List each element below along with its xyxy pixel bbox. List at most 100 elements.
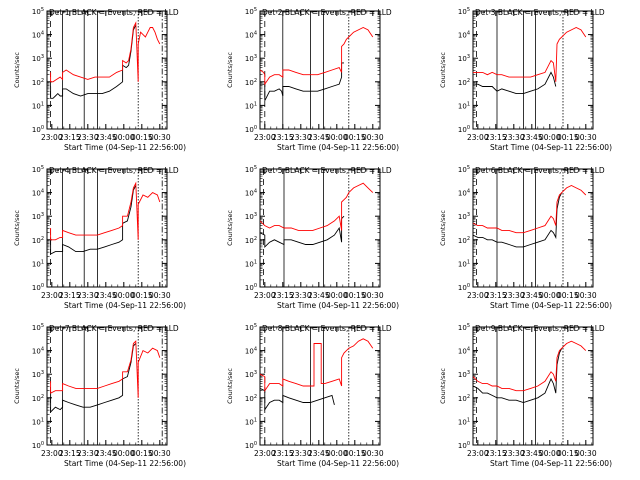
y-tick-label: 102: [32, 394, 44, 403]
series-lld-line: [260, 182, 374, 231]
y-tick-label: 104: [32, 31, 44, 40]
y-tick-label: 103: [458, 54, 470, 63]
x-tick-label: 00:00: [539, 291, 561, 300]
x-tick-label: 23:15: [272, 133, 294, 142]
x-tick-label: 23:45: [95, 133, 117, 142]
x-tick-label: 23:15: [485, 133, 507, 142]
panel-det-6: 10010110210310410523:0023:1523:3023:4500…: [439, 165, 612, 310]
y-tick-exponent: 5: [41, 323, 44, 329]
x-tick-label: 00:15: [344, 449, 366, 458]
x-tick-label: 23:15: [485, 449, 507, 458]
y-tick-exponent: 4: [254, 347, 257, 353]
x-axis-label: Start Time (04-Sep-11 22:56:00): [64, 143, 186, 152]
plot-frame: [46, 10, 168, 130]
x-tick-label: 00:30: [575, 133, 597, 142]
x-tick-label: 00:30: [362, 449, 384, 458]
y-tick-exponent: 4: [467, 347, 470, 353]
y-tick-exponent: 2: [254, 78, 257, 84]
y-axis-label: Counts/sec: [226, 368, 234, 404]
x-tick-label: 00:15: [344, 291, 366, 300]
y-tick-exponent: 1: [41, 101, 44, 107]
plot-frame: [259, 168, 381, 288]
y-tick-label: 101: [245, 101, 257, 110]
y-tick-label: 102: [458, 78, 470, 87]
y-tick-exponent: 0: [467, 441, 470, 447]
series-lld-line: [50, 181, 161, 241]
y-tick-label: 105: [32, 323, 44, 332]
x-tick-label: 00:15: [131, 291, 153, 300]
panel-title: Det 9 BLACK = Events, RED = LLD: [475, 324, 605, 333]
x-tick-label: 00:00: [113, 449, 135, 458]
x-tick-label: 23:45: [308, 449, 330, 458]
series-lld-line: [473, 340, 587, 392]
x-tick-label: 23:00: [254, 449, 276, 458]
y-tick-exponent: 5: [41, 165, 44, 171]
x-tick-label: 23:00: [254, 133, 276, 142]
x-tick-label: 23:00: [41, 291, 63, 300]
y-tick-exponent: 4: [41, 347, 44, 353]
x-tick-label: 23:15: [59, 449, 81, 458]
y-tick-label: 102: [245, 394, 257, 403]
y-tick-exponent: 1: [254, 101, 257, 107]
y-tick-exponent: 3: [254, 370, 257, 376]
y-axis-label: Counts/sec: [439, 368, 447, 404]
x-tick-label: 23:45: [521, 291, 543, 300]
y-tick-label: 103: [245, 54, 257, 63]
y-tick-label: 101: [458, 417, 470, 426]
panel-det-3: 10010110210310410523:0023:1523:3023:4500…: [439, 7, 612, 152]
x-tick-label: 00:00: [326, 449, 348, 458]
x-tick-label: 23:00: [467, 133, 489, 142]
series-lld-line: [260, 338, 374, 393]
y-tick-exponent: 4: [254, 31, 257, 37]
x-tick-label: 00:30: [362, 291, 384, 300]
x-axis-label: Start Time (04-Sep-11 22:56:00): [64, 301, 186, 310]
y-tick-label: 105: [32, 165, 44, 174]
y-tick-label: 102: [245, 236, 257, 245]
y-tick-exponent: 5: [467, 7, 470, 13]
y-tick-label: 100: [245, 441, 257, 450]
panel-det-8: 10010110210310410523:0023:1523:3023:4500…: [226, 323, 399, 468]
x-tick-label: 00:30: [575, 291, 597, 300]
y-tick-exponent: 2: [41, 236, 44, 242]
x-tick-label: 23:00: [41, 133, 63, 142]
panel-title: Det 7 BLACK = Events, RED = LLD: [49, 324, 179, 333]
y-tick-exponent: 4: [41, 189, 44, 195]
y-tick-exponent: 1: [41, 417, 44, 423]
series-events-line: [473, 347, 563, 403]
x-tick-label: 00:00: [326, 133, 348, 142]
y-tick-label: 102: [32, 236, 44, 245]
x-tick-label: 00:30: [149, 291, 171, 300]
y-tick-label: 101: [458, 101, 470, 110]
y-tick-exponent: 2: [41, 78, 44, 84]
y-tick-exponent: 2: [467, 78, 470, 84]
panel-title: Det 5 BLACK = Events, RED = LLD: [262, 166, 392, 175]
x-tick-label: 23:30: [77, 133, 99, 142]
y-tick-label: 100: [32, 283, 44, 292]
x-tick-label: 23:30: [503, 133, 525, 142]
x-tick-label: 00:00: [539, 133, 561, 142]
y-tick-exponent: 3: [467, 370, 470, 376]
y-tick-label: 102: [245, 78, 257, 87]
y-tick-label: 100: [245, 125, 257, 134]
x-tick-label: 00:15: [557, 291, 579, 300]
y-tick-label: 100: [458, 283, 470, 292]
x-tick-label: 23:00: [467, 291, 489, 300]
y-tick-label: 103: [32, 370, 44, 379]
series-events-line: [473, 71, 557, 95]
y-tick-label: 102: [458, 236, 470, 245]
x-tick-label: 23:30: [503, 291, 525, 300]
y-tick-label: 105: [245, 7, 257, 16]
y-tick-exponent: 0: [41, 441, 44, 447]
panel-det-9: 10010110210310410523:0023:1523:3023:4500…: [439, 323, 612, 468]
series-events-line: [50, 185, 137, 255]
x-axis-label: Start Time (04-Sep-11 22:56:00): [277, 301, 399, 310]
y-tick-exponent: 1: [41, 259, 44, 265]
x-tick-label: 23:00: [467, 449, 489, 458]
y-tick-label: 100: [32, 441, 44, 450]
y-tick-label: 103: [458, 212, 470, 221]
x-tick-label: 00:15: [557, 449, 579, 458]
x-tick-label: 23:45: [521, 449, 543, 458]
y-tick-exponent: 0: [467, 283, 470, 289]
x-tick-label: 00:30: [149, 449, 171, 458]
